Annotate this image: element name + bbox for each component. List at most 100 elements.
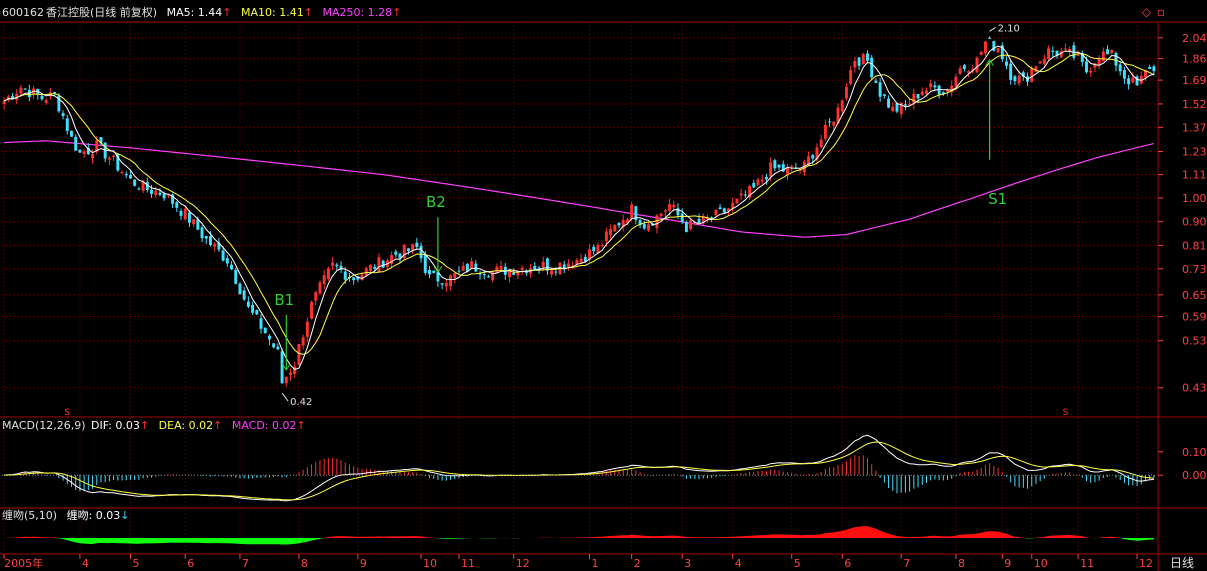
- candle-body: [352, 277, 356, 281]
- x-tick-label: 11: [1080, 557, 1094, 570]
- candle-body: [760, 179, 764, 182]
- candle-body: [625, 219, 629, 224]
- candle-body: [95, 140, 99, 152]
- candle-body: [832, 121, 836, 126]
- candle-body: [1063, 48, 1067, 50]
- candle-body: [1131, 77, 1135, 83]
- y-tick-label: 1.86: [1182, 53, 1207, 66]
- candle-body: [128, 174, 132, 179]
- candle-body: [381, 260, 385, 268]
- candle-body: [1101, 51, 1105, 62]
- candle-body: [769, 162, 773, 177]
- s-marker: S: [1063, 408, 1069, 418]
- candle-body: [807, 156, 811, 166]
- candle-body: [676, 208, 680, 216]
- candle-body: [242, 290, 246, 300]
- candle-body: [811, 155, 815, 159]
- candle-body: [979, 52, 983, 56]
- x-tick-label: 9: [360, 557, 367, 570]
- candle-body: [520, 267, 524, 271]
- candle-body: [61, 113, 65, 117]
- candle-body: [486, 276, 490, 278]
- candle-body: [604, 231, 608, 242]
- period-label[interactable]: 日线: [1170, 556, 1195, 570]
- candle-body: [53, 92, 57, 94]
- candle-body: [390, 255, 394, 264]
- extreme-price-label: 0.42: [290, 397, 312, 408]
- candle-body: [124, 173, 128, 176]
- candle-body: [91, 154, 95, 159]
- extreme-pointer: [281, 392, 289, 402]
- extreme-pointer: [989, 26, 996, 32]
- ma5-up-arrow-icon: ↑: [222, 6, 232, 19]
- candle-body: [701, 216, 705, 224]
- candle-body: [40, 95, 44, 100]
- diamond-icon[interactable]: ◇: [1141, 5, 1151, 19]
- candle-body: [722, 208, 726, 213]
- candle-body: [954, 76, 958, 87]
- candle-body: [1097, 58, 1101, 65]
- candle-body: [836, 107, 840, 124]
- candle-body: [171, 194, 175, 204]
- candle-body: [272, 343, 276, 348]
- dea-label: DEA: 0.02↑: [159, 419, 223, 432]
- candle-body: [946, 89, 949, 92]
- candle-body: [668, 204, 672, 211]
- candle-body: [44, 100, 48, 103]
- candle-body: [743, 194, 747, 196]
- candle-body: [533, 265, 537, 270]
- candle-body: [786, 167, 789, 176]
- candle-body: [1000, 45, 1004, 60]
- candle-body: [449, 275, 453, 287]
- buy-signal-label: B1: [274, 291, 294, 309]
- candle-body: [78, 149, 82, 153]
- candle-body: [752, 183, 756, 188]
- candle-body: [924, 90, 928, 94]
- candle-body: [289, 372, 292, 376]
- candle-body: [512, 272, 516, 275]
- candle-body: [301, 337, 305, 346]
- candle-body: [305, 321, 309, 337]
- x-tick-label: 6: [187, 557, 194, 570]
- candle-body: [1093, 63, 1097, 68]
- sell-arrow-icon: [985, 58, 995, 67]
- candle-body: [11, 96, 15, 100]
- candle-body: [950, 85, 954, 93]
- candle-body: [482, 274, 486, 276]
- x-tick-label: 12: [1139, 557, 1153, 570]
- candle-body: [634, 206, 638, 221]
- candle-body: [849, 69, 853, 84]
- candle-body: [933, 85, 937, 88]
- y-tick-label: 1.69: [1182, 74, 1207, 87]
- candle-body: [398, 253, 402, 259]
- candle-body: [1013, 76, 1017, 82]
- candle-body: [86, 148, 90, 155]
- candle-body: [739, 193, 743, 196]
- s-marker: S: [64, 408, 70, 418]
- candle-body: [470, 261, 474, 270]
- candle-body: [680, 213, 684, 223]
- candle-body: [815, 147, 819, 160]
- candle-body: [74, 136, 78, 151]
- x-tick-label: 4: [82, 557, 89, 570]
- candle-body: [297, 343, 301, 365]
- candle-body: [1089, 70, 1093, 73]
- candle-body: [217, 242, 221, 250]
- candle-body: [137, 188, 141, 190]
- candle-body: [491, 271, 495, 281]
- candle-body: [364, 268, 368, 276]
- candle-body: [1114, 53, 1118, 66]
- candle-body: [790, 165, 794, 167]
- candle-body: [1118, 64, 1122, 72]
- candle-body: [903, 104, 907, 106]
- candle-body: [891, 106, 895, 112]
- x-tick-label: 3: [684, 557, 691, 570]
- candle-body: [419, 245, 423, 259]
- restore-icon[interactable]: ▫: [1156, 5, 1165, 19]
- candle-body: [672, 204, 676, 208]
- candle-body: [937, 85, 941, 95]
- candle-body: [663, 210, 667, 212]
- chanwen-positive-area: [4, 526, 1154, 538]
- candle-body: [895, 103, 899, 112]
